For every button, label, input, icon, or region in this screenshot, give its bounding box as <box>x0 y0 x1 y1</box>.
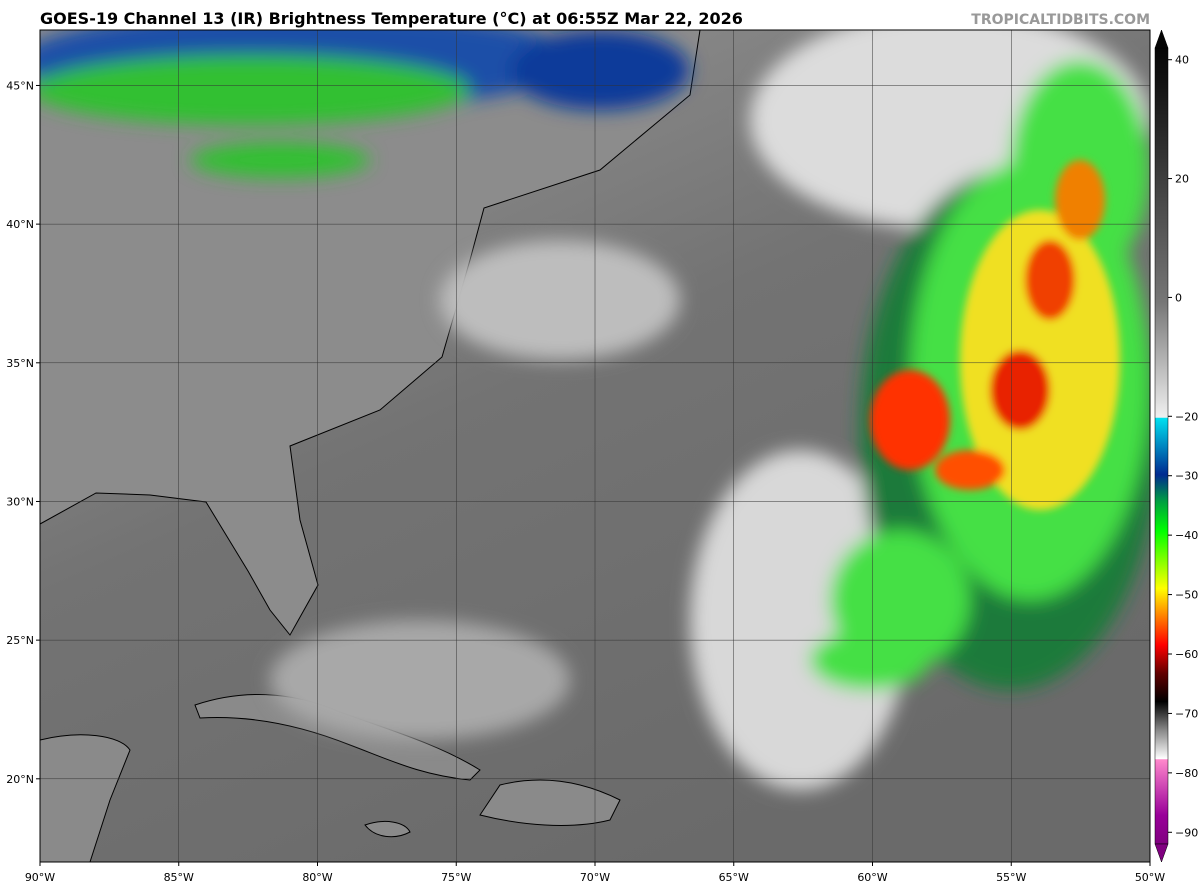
lon-label: 85°W <box>164 871 194 884</box>
colorbar-body <box>1154 47 1169 845</box>
colorbar-label: −90 <box>1175 826 1198 839</box>
colorbar-label: 20 <box>1175 173 1189 186</box>
colorbar-label: 0 <box>1175 291 1182 304</box>
lon-label: 80°W <box>302 871 332 884</box>
colorbar-label: −60 <box>1175 648 1198 661</box>
satellite-image <box>40 30 1150 862</box>
lat-label: 25°N <box>6 634 34 647</box>
colorbar-label: −30 <box>1175 470 1198 483</box>
site-credit: TROPICALTIDBITS.COM <box>971 12 1150 28</box>
lon-label: 70°W <box>580 871 610 884</box>
lat-label: 20°N <box>6 773 34 786</box>
hispaniola <box>479 779 621 826</box>
colorbar-label: −40 <box>1175 529 1198 542</box>
colorbar-top-extend <box>1154 29 1169 49</box>
cold-tops <box>870 160 1120 510</box>
colorbar-label: 40 <box>1175 54 1189 67</box>
lat-label: 45°N <box>6 79 34 92</box>
land <box>40 30 701 636</box>
lat-label: 30°N <box>6 495 34 508</box>
yucatan <box>40 734 131 862</box>
jamaica <box>364 821 411 838</box>
graticule <box>40 30 1150 862</box>
lon-label: 50°W <box>1135 871 1165 884</box>
colorbar-label: −70 <box>1175 707 1198 720</box>
colorbar-label: −80 <box>1175 767 1198 780</box>
colorbar-bottom-extend <box>1154 843 1169 863</box>
lon-label: 65°W <box>719 871 749 884</box>
lat-label: 40°N <box>6 218 34 231</box>
colorbar-label: −20 <box>1175 410 1198 423</box>
lat-label: 35°N <box>6 357 34 370</box>
axis-labels: 90°W 85°W 80°W 75°W 70°W 65°W 60°W 55°W 50°W 45°N… <box>6 79 1165 884</box>
lon-label: 90°W <box>25 871 55 884</box>
colorbar: 40 20 0 −20 −30 −40 −50 −60 −70 −80 −90 <box>1154 29 1198 863</box>
lon-label: 75°W <box>441 871 471 884</box>
lon-label: 55°W <box>996 871 1026 884</box>
lon-label: 60°W <box>857 871 887 884</box>
colorbar-label: −50 <box>1175 589 1198 602</box>
title: GOES-19 Channel 13 (IR) Brightness Tempe… <box>40 9 743 28</box>
